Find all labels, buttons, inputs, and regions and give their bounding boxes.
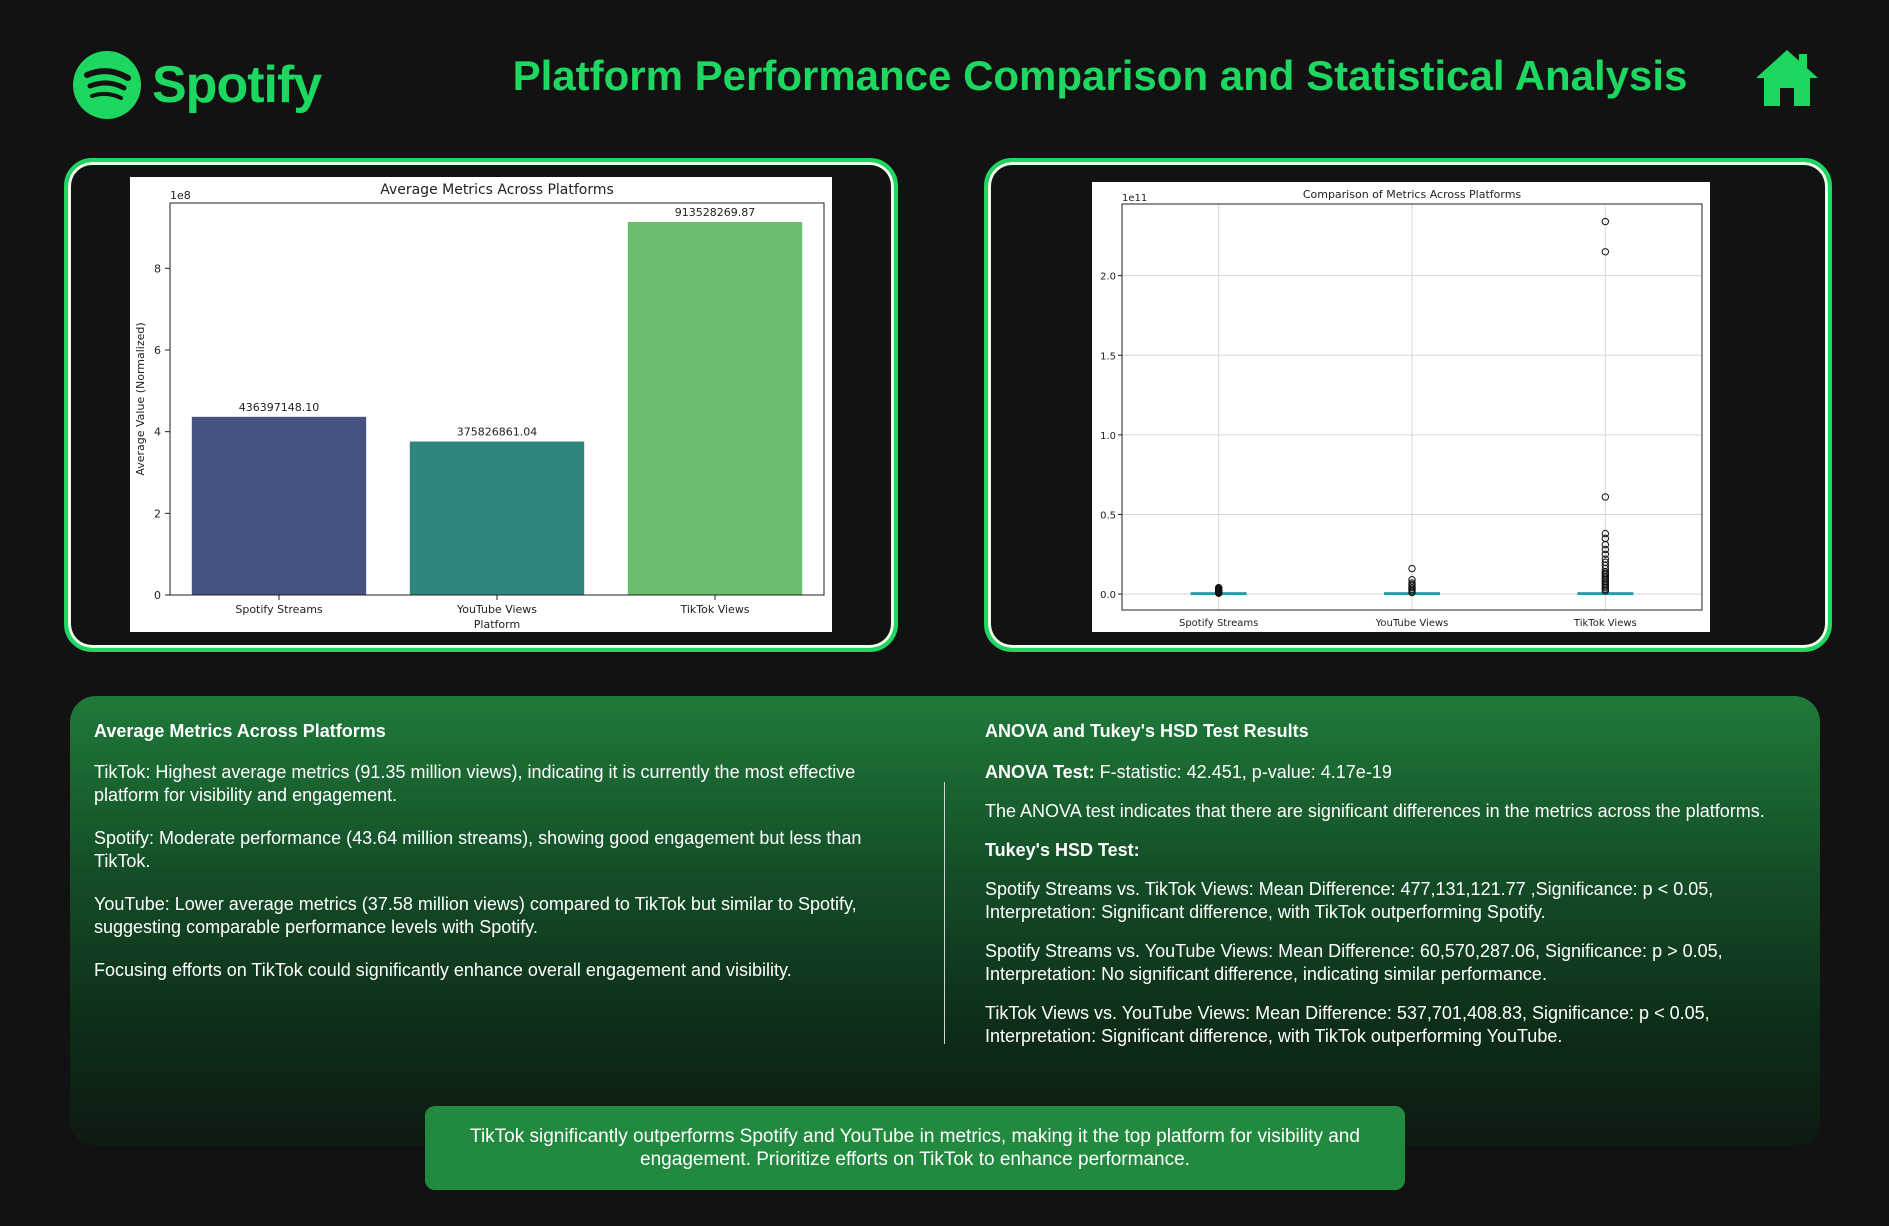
plot-frame (1121, 203, 1703, 611)
bar-chart-card: Average Metrics Across Platforms 1e8 43639… (64, 158, 898, 652)
outlier-point (1408, 579, 1416, 587)
tukey-label: Tukey's HSD Test: (985, 840, 1140, 860)
chart-title: Comparison of Metrics Across Platforms (1303, 188, 1522, 201)
home-button[interactable] (1754, 48, 1820, 108)
y-tick-label: 2 (154, 507, 161, 520)
conclusion-banner: TikTok significantly outperforms Spotify… (425, 1106, 1405, 1190)
bar-spotify-streams (191, 416, 367, 595)
y-tick-label: 4 (154, 426, 161, 439)
y-tick-label: 6 (154, 344, 161, 357)
data-label: 913528269.87 (675, 206, 755, 219)
y-tick-label: 1.0 (1100, 431, 1116, 442)
outlier-point (1601, 534, 1610, 543)
chart-title: Average Metrics Across Platforms (380, 182, 614, 198)
bar-youtube-views (409, 441, 585, 595)
tukey-spotify-youtube: Spotify Streams vs. YouTube Views: Mean … (985, 941, 1723, 984)
recommendation: Focusing efforts on TikTok could signifi… (94, 960, 792, 980)
analysis-panel: Average Metrics Across Platforms TikTok:… (70, 696, 1820, 1146)
box-plot-plot: Comparison of Metrics Across Platforms 1e… (1092, 182, 1710, 632)
bar-tiktok-views (627, 221, 803, 595)
x-axis-label: Platform (474, 618, 520, 631)
column-divider (944, 782, 945, 1044)
anova-interpretation: The ANOVA test indicates that there are … (985, 801, 1765, 821)
spotify-insight: Spotify: Moderate performance (43.64 mil… (94, 828, 862, 871)
y-tick-label: 0.5 (1100, 510, 1116, 521)
x-tick-label: YouTube Views (1375, 618, 1449, 629)
spotify-icon (73, 51, 141, 119)
x-tick-label: Spotify Streams (235, 603, 323, 616)
outlier-point (1408, 576, 1416, 584)
x-tick-label: TikTok Views (1573, 618, 1637, 629)
outlier-point (1601, 555, 1610, 563)
box-plot-card: Comparison of Metrics Across Platforms 1e… (984, 158, 1832, 652)
header: Spotify Platform Performance Comparison … (0, 0, 1889, 160)
statistical-tests-section: ANOVA and Tukey's HSD Test Results ANOVA… (985, 720, 1795, 1064)
average-metrics-section: Average Metrics Across Platforms TikTok:… (94, 720, 914, 1002)
tukey-heading: Tukey's HSD Test: (985, 839, 1795, 862)
youtube-insight: YouTube: Lower average metrics (37.58 mi… (94, 894, 857, 937)
y-tick-label: 0 (154, 589, 161, 602)
x-tick-label: Spotify Streams (1179, 618, 1258, 629)
anova-value: F-statistic: 42.451, p-value: 4.17e-19 (1094, 762, 1392, 782)
bar-chart: Average Metrics Across Platforms 1e8 43639… (134, 182, 825, 631)
anova-label: ANOVA Test: (985, 762, 1095, 782)
scale-label: 1e11 (1122, 193, 1147, 204)
x-tick-label: TikTok Views (679, 603, 749, 616)
page-title: Platform Performance Comparison and Stat… (512, 52, 1688, 99)
home-icon (1756, 50, 1818, 106)
scale-label: 1e8 (170, 189, 191, 202)
x-tick-label: YouTube Views (456, 603, 537, 616)
brand-name: Spotify (152, 56, 322, 114)
y-tick-label: 8 (154, 262, 161, 275)
data-label: 436397148.10 (239, 401, 319, 414)
tukey-spotify-tiktok: Spotify Streams vs. TikTok Views: Mean D… (985, 879, 1714, 922)
tiktok-insight: TikTok: Highest average metrics (91.35 m… (94, 762, 856, 805)
outlier-point (1601, 248, 1610, 256)
box-plot-chart: Comparison of Metrics Across Platforms 1e… (1100, 188, 1703, 629)
outlier-point (1214, 584, 1223, 592)
outlier-point (1601, 558, 1610, 566)
outlier-point (1408, 564, 1416, 573)
outlier-point (1601, 529, 1610, 538)
outlier-point (1601, 217, 1610, 226)
data-label: 375826861.04 (457, 426, 537, 439)
bar-chart-plot: Average Metrics Across Platforms 1e8 43639… (130, 177, 832, 632)
tests-heading: ANOVA and Tukey's HSD Test Results (985, 721, 1309, 741)
plot-frame (169, 202, 825, 596)
spotify-logo[interactable]: Spotify (72, 50, 322, 120)
outlier-point (1601, 545, 1610, 554)
outlier-point (1601, 550, 1610, 558)
y-tick-label: 2.0 (1100, 272, 1116, 283)
anova-result: ANOVA Test: F-statistic: 42.451, p-value… (985, 761, 1795, 784)
y-tick-label: 1.5 (1100, 351, 1116, 362)
average-metrics-heading: Average Metrics Across Platforms (94, 721, 386, 741)
y-tick-label: 0.0 (1100, 590, 1116, 601)
y-axis-label: Average Value (Normalized) (134, 322, 147, 475)
tukey-tiktok-youtube: TikTok Views vs. YouTube Views: Mean Dif… (985, 1003, 1710, 1046)
outlier-point (1601, 493, 1610, 501)
